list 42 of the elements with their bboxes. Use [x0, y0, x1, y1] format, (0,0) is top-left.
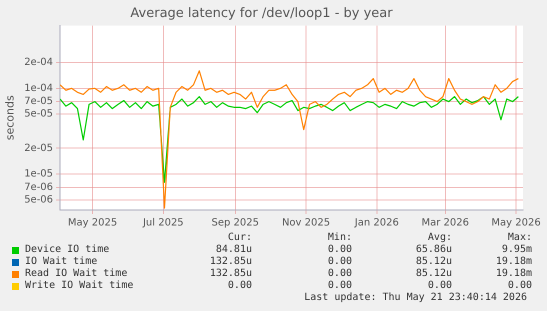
y-tick-label: 7e-05 — [24, 96, 54, 108]
legend-label: Device IO time — [25, 244, 110, 256]
x-tick-label: Nov 2025 — [282, 218, 330, 229]
x-tick-label: Sep 2025 — [212, 218, 259, 229]
text: Max: — [506, 232, 532, 244]
text: 85.12u — [414, 268, 452, 280]
y-tick-label: 2e-04 — [24, 57, 54, 68]
x-tick-label: May 2025 — [68, 218, 118, 229]
y-tick-label: 1e-04 — [24, 82, 54, 94]
text: 0.00 — [506, 280, 532, 292]
x-tick-label: May 2026 — [491, 218, 541, 229]
x-tick-label: Mar 2026 — [422, 218, 470, 229]
x-tick-label: Jul 2025 — [142, 218, 184, 229]
legend-label: Write IO Wait time — [25, 280, 134, 292]
y-axis-title: seconds — [3, 95, 16, 140]
text: 0.00 — [326, 256, 352, 268]
text: Min: — [326, 232, 352, 244]
chart-title: Average latency for /dev/loop1 - by year — [130, 6, 394, 22]
text: 19.18m — [494, 268, 532, 280]
text: 0.00 — [426, 280, 452, 292]
text: 85.12u — [414, 256, 452, 268]
y-tick-label: 5e-06 — [24, 194, 54, 206]
y-tick-label: 5e-05 — [24, 108, 54, 120]
text: 9.95m — [500, 244, 532, 256]
legend-label: IO Wait time — [25, 256, 98, 268]
legend-label: Read IO Wait time — [25, 268, 128, 280]
text: 19.18m — [494, 256, 532, 268]
text: 0.00 — [326, 268, 352, 280]
y-tick-label: 1e-05 — [24, 168, 54, 180]
text: 0.00 — [326, 280, 352, 292]
x-tick-label: Jan 2026 — [354, 218, 399, 229]
text: 132.85u — [208, 268, 252, 280]
text: 132.85u — [208, 256, 252, 268]
text: Last update: Thu May 21 23:40:14 2026 — [303, 292, 527, 304]
text: 0.00 — [226, 280, 252, 292]
y-tick-label: 2e-05 — [24, 142, 54, 154]
text: Cur: — [226, 232, 252, 244]
text: 65.86u — [414, 244, 452, 256]
text: 0.00 — [326, 244, 352, 256]
text: 84.81u — [214, 244, 252, 256]
text: Avg: — [426, 232, 452, 244]
y-tick-label: 7e-06 — [24, 182, 54, 193]
